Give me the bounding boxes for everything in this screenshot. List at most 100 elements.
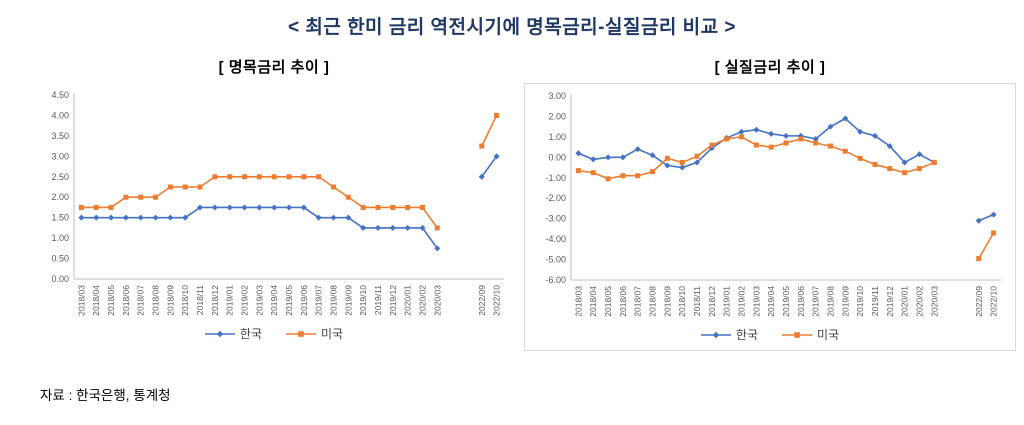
series-marker-0 bbox=[256, 204, 263, 211]
series-marker-0 bbox=[975, 217, 982, 224]
series-line-1 bbox=[978, 232, 995, 259]
series-marker-1 bbox=[857, 155, 863, 161]
y-axis-tick-label: 4.50 bbox=[51, 90, 69, 100]
series-marker-0 bbox=[738, 128, 745, 135]
y-axis-tick-label: -5.00 bbox=[545, 255, 566, 265]
series-marker-0 bbox=[575, 150, 582, 157]
real-chart-canvas: -6.00 -5.00 -4.00 -3.00 -2.00 -1.00 0.00 1.00 2.… bbox=[525, 86, 1015, 326]
x-axis-tick-label: 2018/04 bbox=[588, 286, 598, 317]
series-marker-0 bbox=[605, 154, 612, 161]
source-note: 자료 : 한국은행, 통계청 bbox=[40, 388, 171, 403]
series-marker-1 bbox=[271, 174, 277, 180]
series-marker-1 bbox=[887, 166, 893, 172]
series-marker-0 bbox=[419, 224, 426, 231]
x-axis-tick-label: 2019/06 bbox=[796, 286, 806, 317]
y-axis-tick-label: -3.00 bbox=[545, 214, 566, 224]
series-marker-0 bbox=[78, 214, 85, 221]
series-line-0 bbox=[481, 155, 498, 178]
x-axis-tick-label: 2019/08 bbox=[825, 286, 835, 317]
y-axis-tick-label: 1.00 bbox=[51, 233, 69, 243]
series-marker-0 bbox=[768, 130, 775, 137]
y-axis-tick-label: 0.50 bbox=[51, 254, 69, 264]
x-axis-tick-label: 2022/09 bbox=[974, 286, 984, 317]
series-marker-0 bbox=[108, 214, 115, 221]
y-axis-tick-label: -4.00 bbox=[545, 234, 566, 244]
series-marker-1 bbox=[635, 173, 641, 179]
x-axis-tick-label: 2018/03 bbox=[573, 286, 583, 317]
legend-marker-icon bbox=[204, 330, 235, 338]
chart-svg: -6.00 -5.00 -4.00 -3.00 -2.00 -1.00 0.00 1.00 2.… bbox=[545, 91, 1001, 317]
y-axis-tick-label: -1.00 bbox=[545, 173, 566, 183]
y-axis-tick-label: -6.00 bbox=[545, 275, 566, 285]
legend-marker-icon bbox=[782, 332, 812, 338]
nominal-chart-area: 0.00 0.50 1.00 1.50 2.00 2.50 3.00 3.50 4.00 4.50… bbox=[28, 83, 520, 349]
series-marker-1 bbox=[605, 176, 611, 182]
series-marker-0 bbox=[812, 135, 819, 142]
series-marker-1 bbox=[93, 204, 99, 210]
series-marker-0 bbox=[619, 154, 626, 161]
series-marker-1 bbox=[590, 170, 596, 176]
series-marker-1 bbox=[575, 168, 581, 174]
x-axis-tick-label: 2022/09 bbox=[477, 285, 487, 316]
x-axis-tick-label: 2018/10 bbox=[180, 285, 190, 316]
series-marker-1 bbox=[360, 204, 366, 210]
x-axis-tick-label: 2019/07 bbox=[314, 285, 324, 316]
series-marker-1 bbox=[798, 136, 804, 142]
series-marker-1 bbox=[138, 194, 144, 200]
x-axis-tick-label: 2020/01 bbox=[403, 285, 413, 316]
series-marker-0 bbox=[122, 214, 129, 221]
series-marker-0 bbox=[137, 214, 144, 221]
x-axis-tick-label: 2019/12 bbox=[885, 286, 895, 317]
series-marker-1 bbox=[153, 194, 159, 200]
series-marker-0 bbox=[434, 245, 441, 252]
legend-label: 미국 bbox=[817, 328, 840, 342]
legend-item-1: 미국 bbox=[286, 328, 343, 340]
series-marker-1 bbox=[167, 184, 173, 190]
x-axis-tick-label: 2018/09 bbox=[662, 286, 672, 317]
series-marker-1 bbox=[991, 230, 997, 236]
series-marker-1 bbox=[872, 161, 878, 167]
y-axis-tick-label: 0.00 bbox=[548, 152, 566, 162]
series-marker-1 bbox=[494, 112, 500, 118]
series-marker-1 bbox=[434, 225, 440, 231]
real-chart-area: -6.00 -5.00 -4.00 -3.00 -2.00 -1.00 0.00 1.00 2.… bbox=[524, 83, 1016, 351]
x-axis-tick-label: 2018/10 bbox=[677, 286, 687, 317]
series-marker-0 bbox=[360, 224, 367, 231]
x-axis-tick-label: 2018/11 bbox=[692, 286, 702, 316]
series-marker-0 bbox=[664, 162, 671, 169]
x-axis-tick-label: 2020/02 bbox=[417, 285, 427, 316]
series-marker-0 bbox=[389, 224, 396, 231]
series-marker-0 bbox=[901, 159, 908, 166]
real-rate-chart: [ 실질금리 추이 ] -6.00 -5.00 -4.00 -3.00 -2.00 -1.… bbox=[524, 56, 1016, 351]
nominal-chart-legend: 한국 미국 bbox=[28, 325, 520, 347]
x-axis-tick-label: 2019/12 bbox=[388, 285, 398, 316]
x-axis-tick-label: 2019/01 bbox=[225, 285, 235, 316]
series-line-0 bbox=[81, 206, 438, 249]
series-marker-0 bbox=[871, 132, 878, 139]
series-marker-1 bbox=[405, 204, 411, 210]
x-axis-tick-label: 2018/05 bbox=[106, 285, 116, 316]
series-marker-1 bbox=[182, 184, 188, 190]
series-marker-1 bbox=[390, 204, 396, 210]
series-marker-1 bbox=[375, 204, 381, 210]
x-axis-tick-label: 2018/12 bbox=[707, 286, 717, 317]
x-axis-tick-label: 2019/04 bbox=[766, 286, 776, 317]
series-marker-1 bbox=[931, 159, 937, 165]
series-marker-0 bbox=[211, 204, 218, 211]
series-marker-1 bbox=[902, 170, 908, 176]
series-marker-1 bbox=[694, 153, 700, 159]
x-axis-tick-label: 2019/10 bbox=[358, 285, 368, 316]
x-axis-tick-label: 2018/06 bbox=[121, 285, 131, 316]
series-marker-0 bbox=[300, 204, 307, 211]
series-marker-1 bbox=[753, 142, 759, 148]
series-marker-0 bbox=[182, 214, 189, 221]
x-axis-tick-label: 2019/05 bbox=[781, 286, 791, 317]
series-marker-0 bbox=[634, 146, 641, 153]
series-marker-1 bbox=[768, 144, 774, 150]
real-chart-legend: 한국 미국 bbox=[525, 326, 1015, 348]
series-marker-0 bbox=[226, 204, 233, 211]
series-marker-0 bbox=[694, 159, 701, 166]
y-axis-tick-label: 2.00 bbox=[548, 111, 566, 121]
series-marker-0 bbox=[842, 115, 849, 122]
